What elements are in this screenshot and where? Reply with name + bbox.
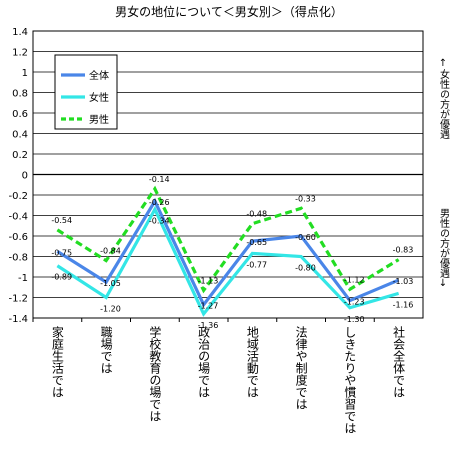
y-tick-label: -1.2 [8, 294, 28, 305]
x-tick-labels: 家庭生活では 職場では 学校教育の場では 政治の場では 地域活動では 法律や制度では しきた… [50, 325, 405, 434]
x-tick-label: 地域活動では [245, 326, 259, 398]
data-label: -1.12 [344, 275, 365, 284]
legend-label: 男性 [89, 113, 109, 126]
x-tick-label: 職場では [99, 326, 113, 374]
x-tick-label: しきたりや慣習では [343, 326, 357, 434]
data-label: -1.27 [198, 302, 219, 311]
data-label: -1.30 [344, 315, 365, 324]
series-line-女性 [56, 205, 400, 317]
data-label: -1.05 [100, 279, 121, 288]
data-label: -0.83 [393, 246, 414, 255]
x-tick-label: 社会全体では [392, 325, 406, 398]
y-tick-label: 0.8 [12, 89, 28, 100]
data-label: -1.23 [344, 298, 365, 307]
data-label: -0.14 [149, 175, 170, 184]
data-label: -0.33 [295, 194, 316, 203]
x-tick-label: 学校教育の場では [148, 325, 162, 422]
data-label: -0.65 [246, 238, 267, 247]
data-labels: -0.54 -0.75 -0.89 -0.84 -1.05 -1.20 -0.14 -0.26… [51, 175, 413, 330]
y-tick-label: 0.2 [12, 150, 28, 161]
y-tick-label: 1 [22, 68, 28, 79]
y-tick-label: 1.4 [12, 27, 28, 38]
y-tick-label: -0.6 [8, 232, 28, 243]
annotation-upper: ↑女性の方が優遇 [438, 58, 450, 140]
data-label: -1.36 [198, 321, 219, 330]
y-tick-label: -0.4 [8, 212, 28, 223]
data-label: -0.26 [149, 198, 170, 207]
data-label: -0.34 [149, 216, 170, 225]
data-label: -0.75 [51, 248, 72, 257]
data-label: -0.80 [295, 264, 316, 273]
series-lines [56, 185, 400, 317]
y-tick-label: 0.4 [12, 130, 28, 141]
data-label: -1.16 [393, 300, 414, 309]
x-tick-label: 政治の場では [197, 326, 211, 398]
series-line-全体 [56, 197, 400, 308]
x-tick-label: 法律や制度では [294, 326, 308, 410]
data-label: -0.84 [100, 247, 121, 256]
data-label: -0.89 [51, 273, 72, 282]
legend-box [54, 54, 118, 130]
y-tick-label: 0 [22, 171, 28, 182]
data-label: -1.13 [198, 276, 219, 285]
data-label: -0.77 [246, 260, 267, 269]
data-label: -0.60 [295, 233, 316, 242]
legend-label: 全体 [89, 69, 109, 82]
data-label: -1.20 [100, 305, 121, 314]
y-tick-label: -1.4 [8, 314, 28, 325]
y-tick-label: -0.8 [8, 253, 28, 264]
legend-label: 女性 [89, 91, 109, 104]
y-tick-label: -1 [18, 273, 28, 284]
x-tick-label: 家庭生活では [50, 325, 64, 398]
annotation-lower: 男性の方が優遇↓ [438, 208, 450, 289]
data-label: -0.54 [51, 216, 72, 225]
y-tick-labels: 1.4 1.2 1 0.8 0.6 0.4 0.2 0 -0.2 -0.4 -0.6 -0.8 -1 -1… [8, 27, 28, 325]
data-label: -1.03 [393, 277, 414, 286]
y-tick-label: 0.6 [12, 109, 28, 120]
chart-title: 男女の地位について＜男女別＞（得点化） [115, 4, 343, 19]
y-tick-label: -0.2 [8, 191, 28, 202]
data-label: -0.48 [246, 210, 267, 219]
y-tick-label: 1.2 [12, 48, 28, 59]
axes [32, 30, 424, 322]
series-line-男性 [56, 185, 400, 294]
